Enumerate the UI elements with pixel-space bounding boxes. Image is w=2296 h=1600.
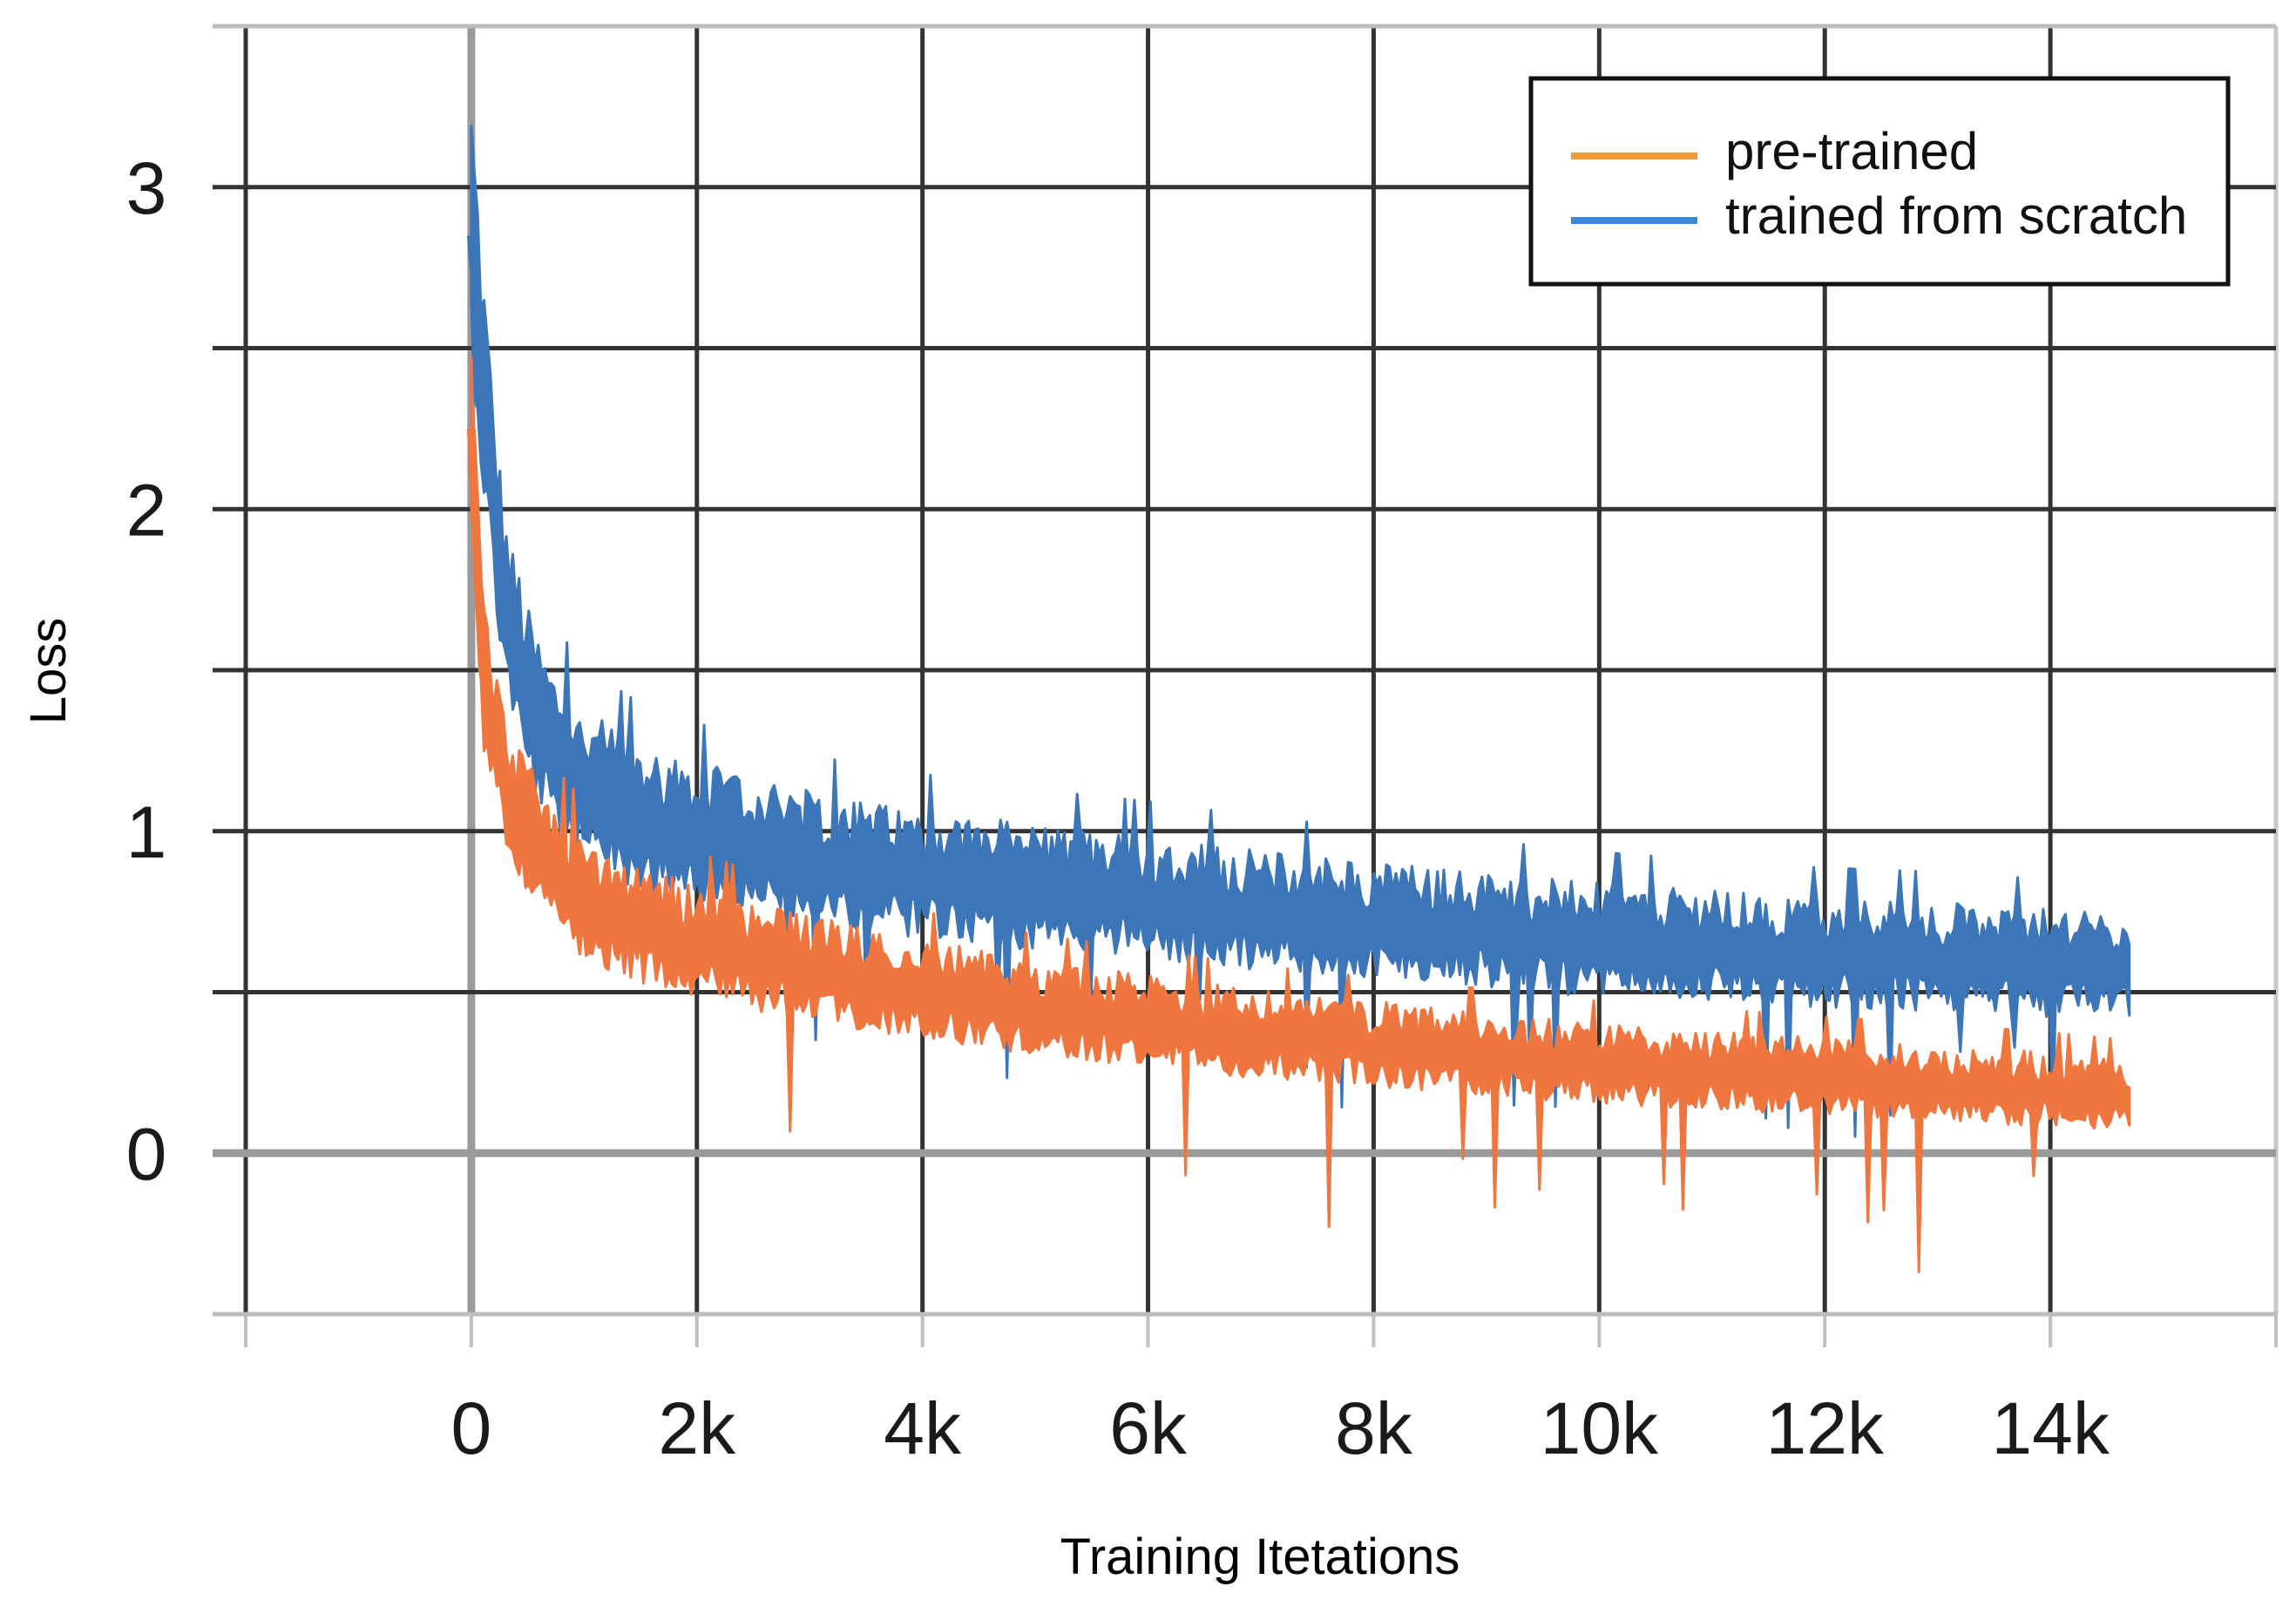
legend-label-pre-trained: pre-trained bbox=[1725, 122, 1978, 180]
x-tick-label: 2k bbox=[658, 1387, 736, 1469]
y-tick-label: 0 bbox=[126, 1113, 167, 1195]
series-band-trained-from-scratch bbox=[470, 125, 2131, 1138]
y-tick-label: 1 bbox=[126, 791, 167, 873]
y-axis-title: Loss bbox=[20, 618, 77, 725]
x-tick-label: 8k bbox=[1335, 1387, 1413, 1469]
legend-box bbox=[1528, 76, 2231, 287]
series-line-trained-from-scratch bbox=[466, 234, 2130, 974]
series-band-pre-trained bbox=[470, 356, 2131, 1274]
legend: pre-trained trained from scratch bbox=[1528, 76, 2231, 287]
x-tick-label: 12k bbox=[1766, 1387, 1885, 1469]
x-tick-label: 6k bbox=[1109, 1387, 1188, 1469]
legend-label-trained-from-scratch: trained from scratch bbox=[1725, 186, 2187, 245]
x-tick-label: 0 bbox=[451, 1387, 492, 1469]
x-tick-label: 10k bbox=[1541, 1387, 1659, 1469]
tick-labels: 0 2k 4k 6k 8k 10k 12k 14k 0 1 2 3 bbox=[126, 147, 2110, 1469]
y-tick-label: 3 bbox=[126, 147, 167, 229]
x-tick-label: 14k bbox=[1991, 1387, 2110, 1469]
x-axis-title: Training Itetations bbox=[1060, 1529, 1460, 1585]
y-tick-label: 2 bbox=[126, 469, 167, 551]
series-layer bbox=[466, 125, 2131, 1274]
x-tick-label: 4k bbox=[884, 1387, 962, 1469]
series-line-pre-trained bbox=[466, 428, 2130, 1103]
